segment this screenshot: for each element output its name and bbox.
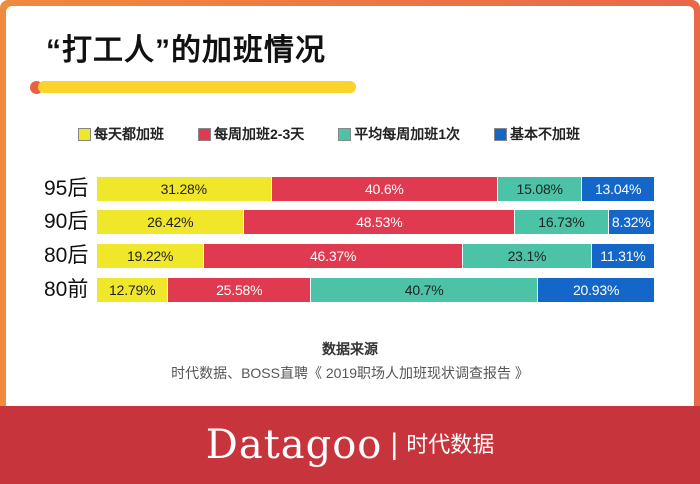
brand-logo: Datagoo — [205, 422, 383, 468]
bar-segment: 48.53% — [244, 210, 516, 234]
legend-item: 平均每周加班1次 — [338, 125, 460, 143]
bar-segment: 26.42% — [97, 210, 245, 234]
brand-name-cn: 时代数据 — [406, 432, 495, 457]
data-label: 23.1% — [507, 248, 547, 264]
source-text: 时代数据、BOSS直聘《 2019职场人加班现状调查报告 》 — [171, 365, 529, 381]
bar-segment: 20.93% — [538, 278, 655, 302]
brand-separator: | — [390, 428, 399, 461]
legend-swatch — [338, 127, 352, 141]
legend-label: 基本不加班 — [510, 126, 581, 142]
data-label: 31.28% — [160, 181, 207, 197]
legend-item: 每天都加班 — [78, 125, 164, 143]
data-label: 12.79% — [109, 282, 156, 298]
legend-item: 基本不加班 — [494, 125, 580, 143]
category-label: 95后 — [44, 177, 89, 200]
bar-segment: 19.22% — [97, 244, 205, 268]
legend-swatch — [198, 127, 211, 141]
legend: 每天都加班 每周加班2-3天 平均每周加班1次 基本不加班 — [78, 125, 614, 143]
legend-label: 平均每周加班1次 — [354, 126, 461, 142]
source-title: 数据来源 — [322, 341, 378, 357]
bar-segment: 31.28% — [97, 177, 272, 201]
bar-segment: 25.58% — [168, 278, 312, 302]
bar-segment: 16.73% — [515, 210, 609, 234]
category-label: 80后 — [44, 244, 89, 267]
bar-segment: 8.32% — [608, 210, 655, 234]
data-label: 8.32% — [611, 214, 651, 230]
title-underline — [38, 81, 356, 93]
brand-footer: Datagoo | 时代数据 — [0, 406, 700, 484]
data-label: 16.73% — [538, 214, 585, 230]
data-label: 13.04% — [594, 181, 642, 197]
data-label: 20.93% — [572, 282, 620, 298]
legend-label: 每周加班2-3天 — [214, 126, 305, 142]
bar-segment: 12.79% — [97, 278, 169, 302]
data-label: 46.37% — [309, 248, 357, 264]
legend-swatch — [494, 127, 508, 141]
data-label: 15.08% — [516, 181, 563, 197]
category-label: 90后 — [44, 210, 89, 233]
bar-segment: 11.31% — [591, 244, 655, 268]
legend-label: 每天都加班 — [94, 126, 164, 142]
legend-swatch — [78, 127, 91, 141]
bar-segment: 40.7% — [311, 278, 539, 302]
category-label: 80前 — [44, 278, 89, 301]
legend-item: 每周加班2-3天 — [198, 125, 304, 143]
bar-segment: 13.04% — [582, 177, 655, 201]
bar-segment: 15.08% — [498, 177, 583, 201]
bar-segment: 46.37% — [204, 244, 463, 268]
data-label: 40.6% — [364, 181, 404, 197]
data-label: 26.42% — [147, 214, 194, 230]
data-label: 40.7% — [404, 282, 444, 298]
chart-title: “打工人”的加班情况 — [46, 34, 326, 67]
data-label: 25.58% — [216, 282, 263, 298]
data-label: 19.22% — [126, 248, 174, 264]
bar-segment: 40.6% — [271, 177, 499, 201]
data-label: 11.31% — [600, 248, 646, 264]
data-label: 48.53% — [356, 214, 403, 230]
bar-segment: 23.1% — [462, 244, 592, 268]
card — [6, 6, 694, 406]
